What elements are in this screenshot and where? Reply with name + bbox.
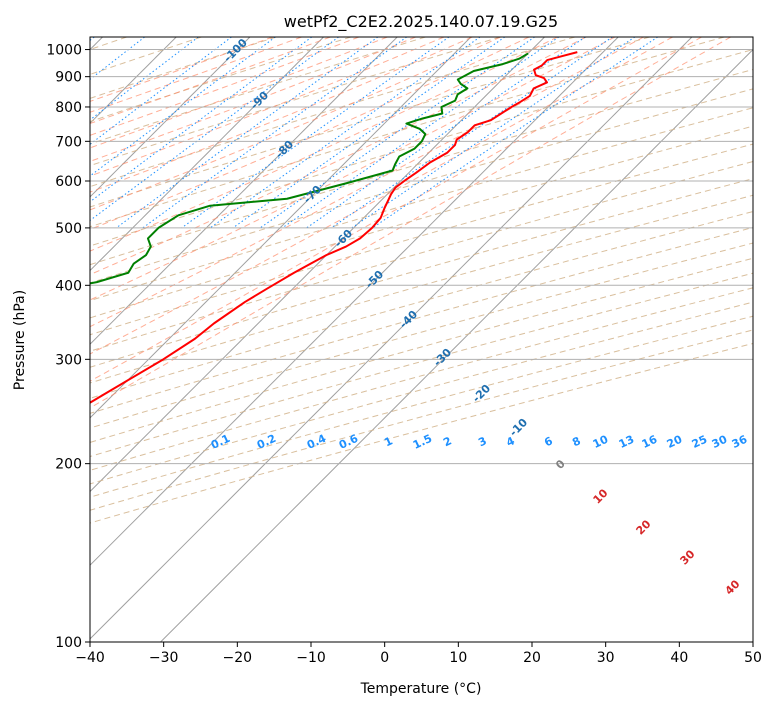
x-tick-label: −20 [223, 650, 253, 666]
moist-adiabat-line [90, 37, 732, 409]
y-tick-label: 800 [55, 100, 82, 116]
mixing-ratio-label: 30 [710, 433, 730, 451]
mixing-ratio-label: 13 [617, 433, 636, 451]
x-tick-label: 0 [380, 650, 389, 666]
moist-adiabat-line [90, 37, 587, 276]
mixing-ratio-line [90, 37, 95, 42]
y-tick-label: 1000 [46, 43, 82, 59]
moist-adiabat-line [90, 37, 702, 382]
moist-adiabat-line [90, 37, 273, 102]
isotherm-line [160, 48, 753, 642]
plot-frame [89, 36, 754, 643]
mixing-ratio-line [259, 37, 535, 229]
x-tick-label: 50 [744, 650, 762, 666]
dewpoint-profile [90, 52, 529, 285]
profile-lines [90, 51, 578, 404]
mixing-ratio-label: 20 [665, 433, 685, 451]
x-tick-label: 40 [670, 650, 688, 666]
mixing-ratio-line [90, 37, 199, 121]
isotherm-line [90, 37, 251, 198]
mixing-ratio-line [372, 37, 658, 229]
y-tick-label: 200 [55, 457, 82, 473]
dry-adiabat-line [90, 68, 753, 266]
dry-adiabat-line [90, 272, 753, 458]
background-lines [90, 37, 753, 642]
moist-adiabat-line [90, 37, 616, 301]
x-tick-label: −40 [75, 650, 105, 666]
x-tick-label: 20 [523, 650, 541, 666]
mixing-ratio-line [351, 37, 636, 229]
dry-adiabat-line [90, 37, 277, 99]
moist-adiabat-line [90, 37, 445, 177]
dry-adiabat-line [90, 107, 753, 302]
x-tick-label: −30 [149, 650, 179, 666]
isotherm-line [90, 37, 693, 640]
mixing-ratio-label: 10 [591, 433, 611, 451]
dry-adiabat-line [90, 226, 753, 414]
y-tick-label: 100 [55, 635, 82, 651]
mixing-ratio-line [181, 37, 450, 229]
dry-adiabat-line [90, 125, 753, 319]
moist-adiabat-line [90, 37, 558, 252]
dry-adiabat-line [90, 342, 753, 524]
isotherm-line [90, 37, 324, 272]
mixing-ratio-line [232, 37, 506, 229]
x-tick-label: 30 [597, 650, 615, 666]
mixing-ratio-line [209, 37, 481, 229]
chart-title: wetPf2_C2E2.2025.140.07.19.G25 [284, 12, 558, 32]
dry-adiabat-line [90, 143, 753, 336]
dry-adiabat-line [90, 88, 753, 284]
dry-adiabat-line [90, 242, 753, 429]
mixing-ratio-line [142, 37, 408, 229]
pressure-gridlines [90, 49, 753, 643]
y-axis: 100 200 300 400 500 600 700 800 900 1000 [46, 43, 90, 651]
mixing-ratio-line [90, 37, 339, 222]
isotherm-line [90, 37, 398, 345]
y-tick-label: 500 [55, 221, 82, 237]
y-tick-label: 900 [55, 70, 82, 86]
mixing-ratio-label: 25 [690, 433, 709, 451]
x-tick-label: −10 [296, 650, 326, 666]
mixing-ratio-line [115, 37, 379, 229]
y-tick-label: 400 [55, 278, 82, 294]
mixing-ratio-label: 36 [730, 433, 750, 451]
isotherm-line [90, 37, 177, 124]
mixing-ratio-line [90, 37, 232, 145]
y-tick-label: 300 [55, 352, 82, 368]
y-axis-title: Pressure (hPa) [12, 290, 28, 390]
dry-adiabat-line [90, 37, 426, 145]
x-axis: −40 −30 −20 −10 0 10 20 30 40 50 [75, 642, 762, 666]
dry-adiabat-line [90, 315, 753, 498]
dry-adiabat-line [90, 287, 753, 471]
x-tick-label: 10 [449, 650, 467, 666]
x-axis-title: Temperature (°C) [360, 681, 482, 697]
dry-adiabat-line [90, 37, 501, 167]
moist-adiabat-line [90, 37, 473, 193]
temperature-profile [90, 51, 578, 404]
y-tick-label: 600 [55, 174, 82, 190]
mixing-ratio-label: 16 [640, 433, 660, 451]
dry-adiabat-line [90, 37, 725, 228]
y-tick-label: 700 [55, 134, 82, 150]
